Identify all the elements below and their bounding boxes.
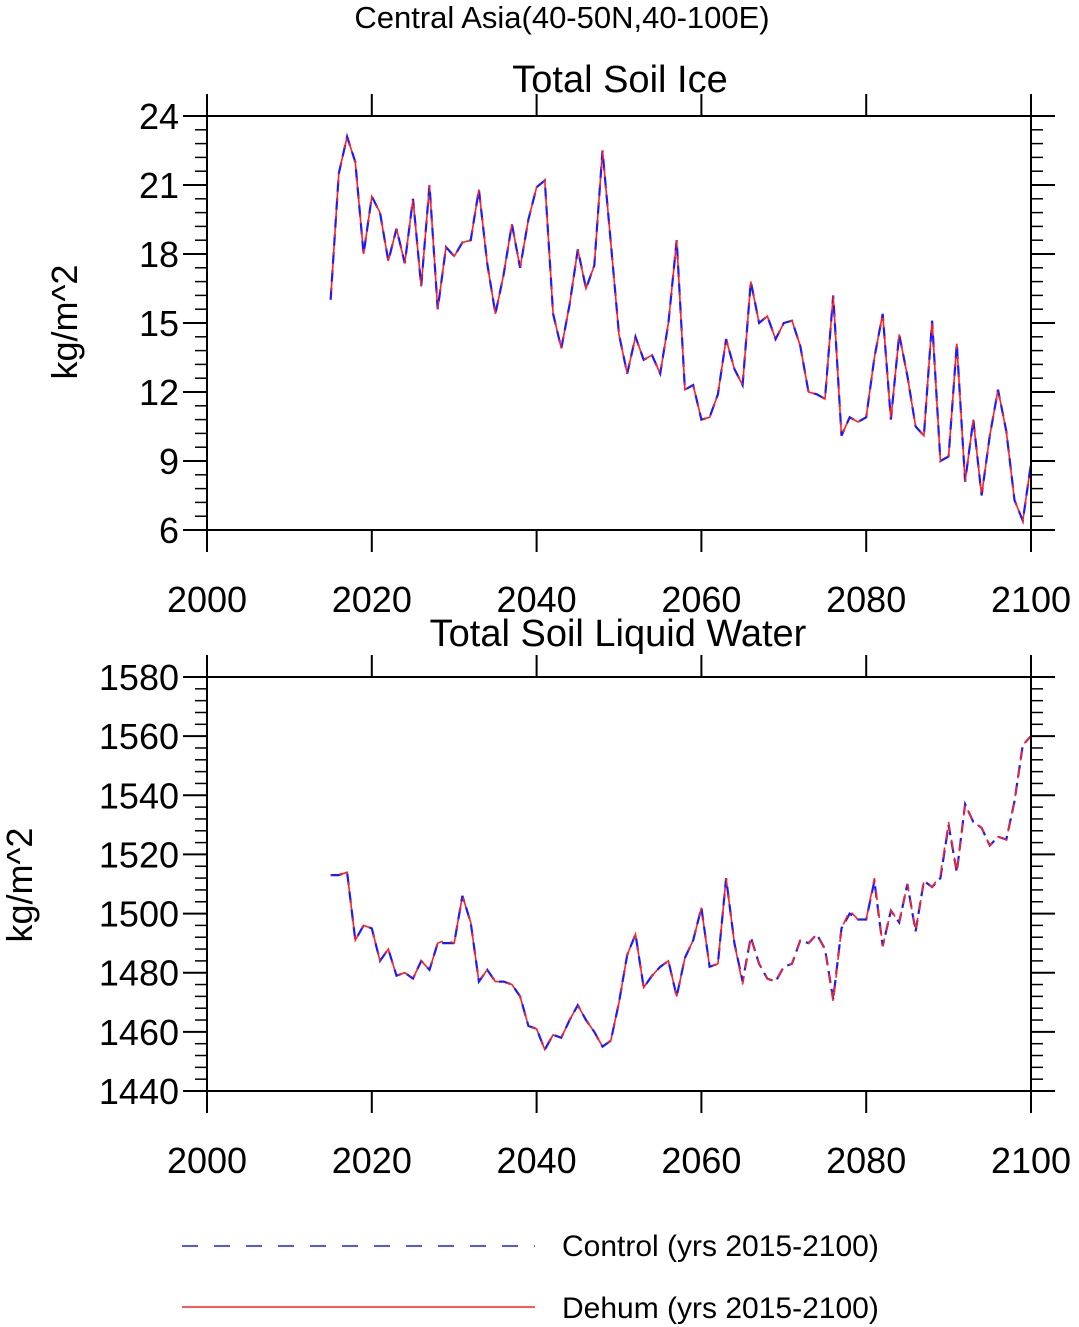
y-axis-label: kg/m^2: [44, 265, 85, 380]
plot-frame: [206, 115, 1032, 531]
y-tick-label: 9: [159, 441, 179, 482]
x-tick-label: 2060: [661, 1140, 741, 1181]
page-title: Central Asia(40-50N,40-100E): [354, 0, 769, 35]
series-line-dehum: [330, 735, 1032, 1052]
y-tick-label: 1500: [99, 894, 179, 935]
y-axis-label: kg/m^2: [0, 828, 40, 943]
series-group: [330, 735, 1032, 1053]
y-tick-label: 6: [159, 510, 179, 551]
y-tick-label: 1460: [99, 1012, 179, 1053]
y-tick-label: 1520: [99, 834, 179, 875]
y-tick-label: 1580: [99, 657, 179, 698]
legend-label-control: Control (yrs 2015-2100): [562, 1230, 879, 1263]
y-tick-label: 1440: [99, 1071, 179, 1112]
x-tick-label: 2040: [497, 579, 577, 620]
y-tick-label: 24: [139, 96, 179, 137]
y-tick-label: 1540: [99, 775, 179, 816]
panel-soil-ice: Total Soil Ice kg/m^2 6 9 12 15 18 21 24 2000 20…: [44, 59, 1071, 620]
x-tick-label: 2100: [991, 1140, 1071, 1181]
legend: Control (yrs 2015-2100) Dehum (yrs 2015-…: [182, 1230, 879, 1325]
panel-title: Total Soil Liquid Water: [430, 613, 807, 655]
panel-title: Total Soil Ice: [512, 59, 727, 101]
tick-group: 1440 1460 1480 1500 1520 1540 1560 1580 2000 2020…: [99, 655, 1071, 1181]
tick-group: 6 9 12 15 18 21 24 2000 2020 2040 2060 2080 2100: [139, 94, 1071, 620]
x-tick-label: 2000: [167, 1140, 247, 1181]
y-tick-label: 1560: [99, 716, 179, 757]
y-tick-label: 18: [139, 234, 179, 275]
x-tick-label: 2020: [332, 579, 412, 620]
legend-label-dehum: Dehum (yrs 2015-2100): [562, 1292, 879, 1325]
x-tick-label: 2100: [991, 579, 1071, 620]
x-tick-label: 2060: [661, 579, 741, 620]
y-tick-label: 1480: [99, 953, 179, 994]
panel-soil-liquid-water: Total Soil Liquid Water kg/m^2 144014601…: [0, 613, 1071, 1181]
y-tick-label: 15: [139, 303, 179, 344]
series-line-control: [330, 735, 1032, 1053]
series-group: [329, 132, 1033, 526]
x-tick-label: 2040: [497, 1140, 577, 1181]
x-tick-label: 2080: [826, 579, 906, 620]
x-tick-label: 2020: [332, 1140, 412, 1181]
plot-frame: [206, 676, 1032, 1092]
series-line-dehum: [329, 133, 1032, 524]
y-tick-label: 21: [139, 165, 179, 206]
x-tick-label: 2080: [826, 1140, 906, 1181]
x-tick-label: 2000: [167, 579, 247, 620]
y-tick-label: 12: [139, 372, 179, 413]
